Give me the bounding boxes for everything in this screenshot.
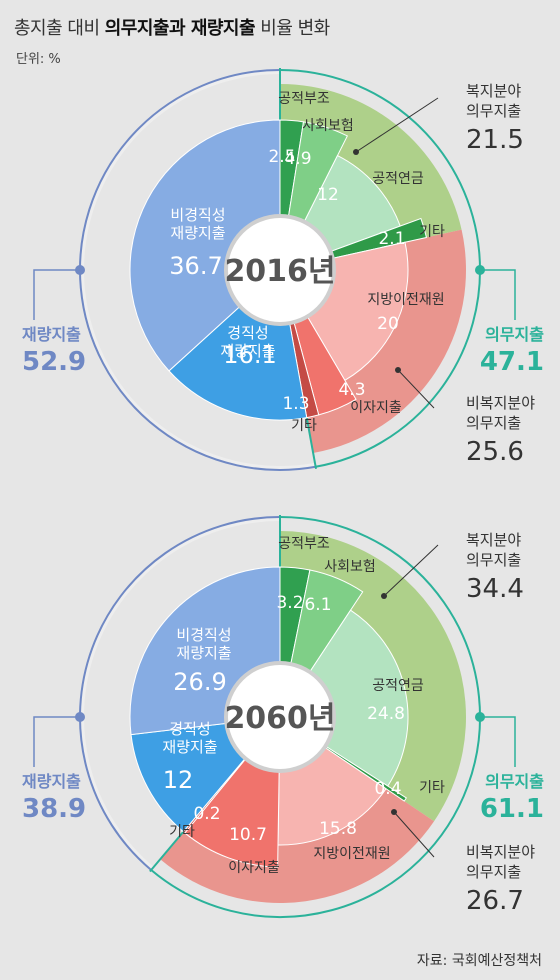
chart2-welfare-dot [381,593,387,599]
chart2-value-label-8: 12 [163,766,194,794]
chart2-welfare-leader [383,544,439,597]
chart1-mandatory-leader [480,269,516,320]
chart1-discretionary-leader [33,269,80,320]
chart1-nonwelfare-label-line1: 비복지분야 [466,394,535,412]
chart1-value-label-5: 20 [377,314,399,334]
chart2-value-label-7: 0.2 [193,804,220,824]
chart1-value-label-2: 4.9 [284,149,311,169]
chart2-value-label-2: 6.1 [304,595,331,615]
chart2-value-label-4: 0.4 [374,779,401,799]
chart1-mandatory-ring [279,69,482,468]
chart1-welfare-value: 21.5 [466,125,524,155]
chart2-hub [228,665,332,769]
chart1-discretionary-ring [79,69,316,471]
source-label: 자료: 국회예산정책처 [416,953,542,969]
chart1-cat-label-3: 공적연금 [372,171,424,187]
chart2-cat-label-9-line1: 비경직성 [176,626,231,644]
chart2-cat-label-2: 사회보험 [324,559,376,575]
chart2-welfare-label-line1: 복지분야 [466,531,521,549]
chart2-nonwelfare-label-line2: 의무지출 [466,863,521,881]
chart2-discretionary-label: 재량지출 [22,772,81,791]
chart1-discretionary-value: 52.9 [22,347,86,377]
chart2-welfare-label-line2: 의무지출 [466,551,521,569]
chart2-mandatory-leader [480,716,516,767]
chart2-value-label-6: 10.7 [229,825,267,845]
chart1-value-label-7: 1.3 [282,394,309,414]
chart2-nonwelfare-label-line1: 비복지분야 [466,843,535,861]
chart1-cat-label-8-line2: 재량지출 [220,342,275,360]
chart2-mandatory-label: 의무지출 [485,772,544,791]
chart2-cat-label-8-line1: 경직성 [169,720,210,738]
chart1-cat-label-2: 사회보험 [302,118,354,134]
chart2-discretionary-value: 38.9 [22,794,86,824]
chart2-slice-3 [279,609,409,787]
chart1-value-label-3: 12 [317,185,339,205]
chart1-nonwelfare-dot [395,367,401,373]
chart1-welfare-dot [353,149,359,155]
chart1-cat-label-4: 기타 [419,224,445,240]
chart2-mandatory-value: 61.1 [480,794,544,824]
chart1-cat-label-8-line1: 경직성 [227,324,268,342]
chart2-cat-label-1: 공적부조 [278,536,330,552]
chart2-value-label-5: 15.8 [319,819,357,839]
chart2-value-label-9: 26.9 [173,668,226,696]
chart2-discretionary-leader [33,716,80,767]
chart2-mandatory-ring [150,516,482,918]
chart2-value-label-1: 3.2 [276,593,303,613]
chart2-cat-label-8-line2: 재량지출 [162,738,217,756]
chart1-mandatory-label: 의무지출 [485,325,544,344]
chart1-value-label-6: 4.3 [338,380,365,400]
chart2-welfare-value: 34.4 [466,574,524,604]
chart1-hub [228,218,332,322]
chart2-nonwelfare-value: 26.7 [466,886,524,916]
chart1-cat-label-9-line1: 비경직성 [170,206,225,224]
chart2-value-label-3: 24.8 [367,704,405,724]
chart1-slice-9 [129,119,281,372]
chart1-value-label-8: 16.1 [223,341,276,369]
chart1-discretionary-label: 재량지출 [22,325,81,344]
chart1-value-label-4: 2.1 [378,229,405,249]
chart1-mandatory-value: 47.1 [480,347,544,377]
chart1-cat-label-9-line2: 재량지출 [170,224,225,242]
chart2-cat-label-4: 기타 [419,780,445,796]
unit-label: 단위: % [16,52,61,67]
chart2-year-label: 2060년 [224,701,335,736]
chart1-welfare-leader [355,97,439,153]
chart1-value-label-1: 2.5 [268,147,295,167]
chart1-cat-label-6: 이자지출 [350,400,402,416]
chart1-welfare-label-line2: 의무지출 [466,102,521,120]
chart1-nonwelfare-leader [397,369,435,409]
chart1-value-label-9: 36.7 [169,252,222,280]
chart2-nonwelfare-leader [393,811,435,858]
chart-title: 총지출 대비 의무지출과 재량지출 비율 변화 [14,18,330,39]
chart2-cat-label-3: 공적연금 [372,678,424,694]
chart1-nonwelfare-label-line2: 의무지출 [466,414,521,432]
chart1-cat-label-5: 지방이전재원 [367,292,444,308]
chart1-nonwelfare-value: 25.6 [466,437,524,467]
chart2-nonwelfare-dot [391,809,397,815]
chart1-welfare-label-line1: 복지분야 [466,82,521,100]
chart1-year-label: 2016년 [224,254,335,289]
chart1-cat-label-7: 기타 [291,418,317,434]
chart2-cat-label-7: 기타 [169,824,195,840]
chart2-cat-label-9-line2: 재량지출 [176,644,231,662]
chart2-cat-label-6: 이자지출 [228,860,280,876]
chart2-discretionary-ring [79,516,281,871]
chart2-cat-label-5: 지방이전재원 [313,846,390,862]
chart1-cat-label-1: 공적부조 [278,91,330,107]
